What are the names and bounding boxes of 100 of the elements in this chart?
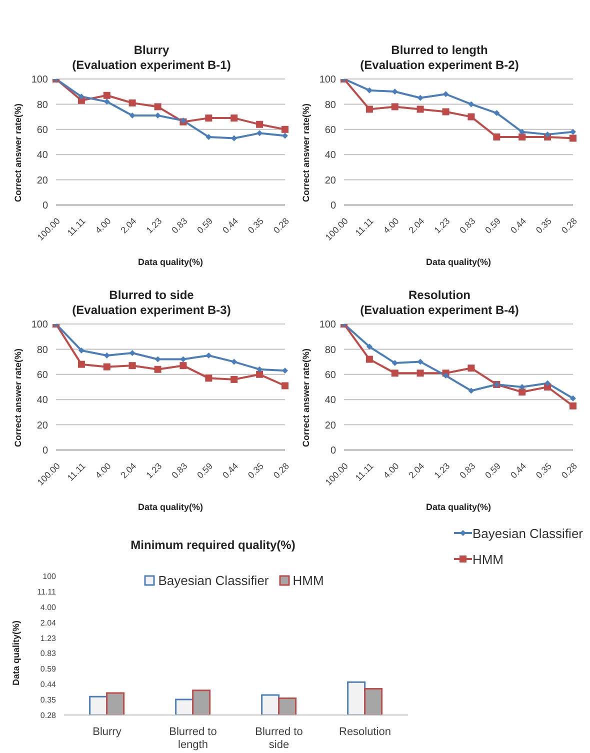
chart-title: Blurry xyxy=(132,43,170,58)
point xyxy=(256,120,264,128)
point xyxy=(544,131,551,138)
point xyxy=(468,113,475,120)
x-tick-label: Resolution xyxy=(339,726,391,738)
point xyxy=(282,132,288,139)
point xyxy=(493,133,500,140)
y-axis-title: Correct answer rate(%) xyxy=(13,348,24,447)
point xyxy=(78,360,85,368)
x-tick-label: Blurred to length xyxy=(169,726,217,751)
point xyxy=(468,364,475,372)
y-tick-label: 60 xyxy=(324,124,336,136)
point xyxy=(154,366,162,373)
x-tick-label: 0.59 xyxy=(483,216,503,236)
point xyxy=(366,106,373,113)
y-tick-label: 80 xyxy=(36,100,48,111)
y-axis-title: Correct answer rate(%) xyxy=(301,103,312,202)
bar xyxy=(278,697,297,715)
point xyxy=(78,347,84,354)
y-tick-label: 100 xyxy=(31,74,48,86)
point xyxy=(128,99,136,106)
y-tick-label: 80 xyxy=(324,344,336,356)
chart-subtitle: (Evaluation experiment B-1) xyxy=(71,58,232,73)
y-tick-label: 40 xyxy=(324,395,336,406)
point xyxy=(544,380,551,386)
point xyxy=(78,94,84,100)
point xyxy=(442,108,450,116)
point xyxy=(570,395,576,402)
text: 0.28 xyxy=(40,711,57,720)
y-tick-label: 60 xyxy=(324,370,336,381)
point xyxy=(570,128,576,135)
point xyxy=(282,126,288,133)
point xyxy=(417,94,424,101)
x-axis-title: Data quality(%) xyxy=(138,257,204,267)
y-tick-label: 20 xyxy=(36,175,48,186)
x-tick-label: 0.44 xyxy=(508,216,528,236)
chart-title: Blurred to length xyxy=(390,43,489,58)
text: 2.04 xyxy=(40,618,57,628)
point xyxy=(205,114,212,122)
text: 0.44 xyxy=(40,680,57,690)
chart-title: Blurred to side xyxy=(108,288,195,303)
x-tick-label: Blurred to side xyxy=(255,726,303,751)
legend-label: Bayesian Classifier xyxy=(158,573,269,588)
y-tick-label: 40 xyxy=(324,150,336,162)
point xyxy=(180,362,187,370)
point xyxy=(518,388,526,396)
y-tick-label: 20 xyxy=(324,420,336,432)
x-tick-label: 0.59 xyxy=(195,460,215,480)
legend-label: HMM xyxy=(292,573,324,588)
point xyxy=(231,135,238,142)
x-axis-title: Data quality(%) xyxy=(138,502,204,512)
bar xyxy=(192,690,211,715)
y-tick-label: 20 xyxy=(324,175,336,186)
x-axis-title: Data quality(%) xyxy=(426,257,492,267)
chart-title: Resolution xyxy=(408,288,472,303)
point xyxy=(231,358,238,365)
x-tick-label: 0.83 xyxy=(458,460,478,480)
x-tick-label: 0.83 xyxy=(458,216,478,236)
point xyxy=(104,98,110,105)
point xyxy=(205,374,212,382)
x-tick-label: 0.28 xyxy=(559,216,579,236)
x-tick-label: 0.44 xyxy=(220,460,240,480)
point xyxy=(570,402,576,410)
point xyxy=(282,382,288,390)
text: 0.83 xyxy=(40,649,57,658)
bar xyxy=(261,694,280,715)
y-tick-label: 0 xyxy=(42,446,48,457)
y-axis-title: Correct answer rate(%) xyxy=(301,348,312,447)
x-tick-label: 0.28 xyxy=(271,460,291,480)
point xyxy=(468,388,474,394)
point xyxy=(392,360,398,366)
point xyxy=(154,103,162,110)
text: 0.59 xyxy=(40,664,57,674)
point xyxy=(230,376,238,383)
legend-label: HMM xyxy=(472,552,504,566)
x-tick-label: 4.00 xyxy=(93,460,113,480)
x-tick-label: 4.00 xyxy=(381,216,401,236)
x-tick-label: 0.44 xyxy=(220,216,240,236)
x-tick-label: 0.44 xyxy=(508,460,528,480)
x-tick-label: 4.00 xyxy=(93,216,113,236)
y-tick-label: 0 xyxy=(330,200,336,212)
y-tick-label: 40 xyxy=(36,150,48,162)
x-tick-label: 0.83 xyxy=(170,216,190,236)
text: 1.23 xyxy=(40,634,57,643)
x-tick-label: 0.59 xyxy=(195,216,215,236)
y-tick-label: 20 xyxy=(36,420,48,432)
point xyxy=(391,103,398,110)
point xyxy=(442,372,449,379)
point xyxy=(103,92,110,99)
point xyxy=(518,133,526,140)
x-tick-label: 0.28 xyxy=(559,460,579,480)
point xyxy=(366,356,373,363)
x-tick-label: 0.83 xyxy=(170,460,190,480)
point xyxy=(391,370,398,377)
point xyxy=(416,106,424,113)
x-tick-label: 0.59 xyxy=(483,460,503,480)
point xyxy=(570,134,576,142)
legend-label: Bayesian Classifier xyxy=(472,526,583,540)
y-tick-label: 0 xyxy=(330,446,336,457)
text: 11.11 xyxy=(37,587,57,596)
